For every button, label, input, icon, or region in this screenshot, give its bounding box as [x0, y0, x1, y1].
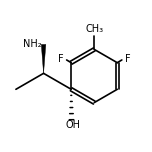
Text: F: F	[58, 54, 63, 64]
Polygon shape	[41, 44, 46, 73]
Text: OH: OH	[66, 120, 81, 130]
Text: F: F	[125, 54, 131, 64]
Text: NH₂: NH₂	[23, 40, 41, 49]
Text: CH₃: CH₃	[85, 24, 103, 34]
